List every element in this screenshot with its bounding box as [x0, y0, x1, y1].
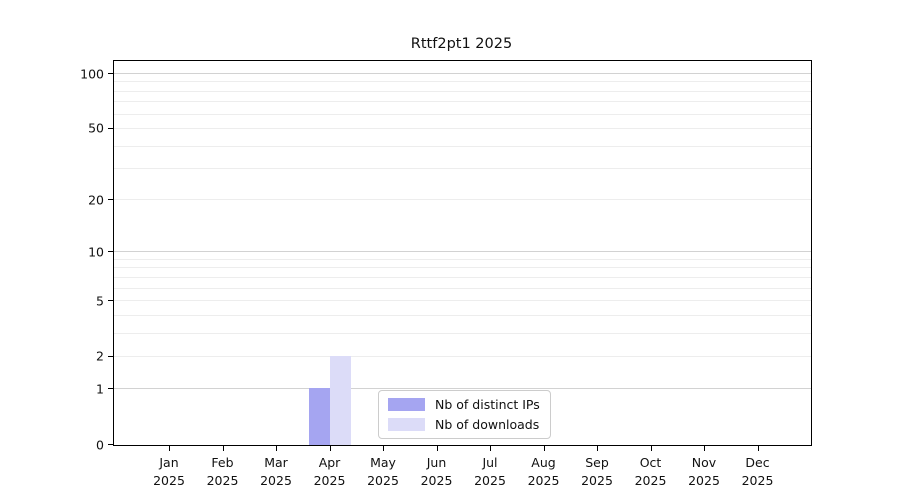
x-tick-label: May 2025 — [367, 455, 399, 488]
y-tick-label: 1 — [96, 381, 104, 397]
x-tick-mark — [597, 445, 599, 451]
y-tick-label: 5 — [96, 293, 104, 308]
y-tick-mark — [108, 444, 114, 446]
bar-nb-of-downloads-apr — [329, 355, 351, 445]
y-gridline-minor — [114, 287, 811, 289]
x-tick-mark — [757, 445, 759, 451]
x-tick-label: Aug 2025 — [527, 455, 560, 488]
x-tick-label: Jun 2025 — [420, 455, 453, 488]
y-gridline-minor — [114, 199, 811, 201]
y-gridline-major — [114, 388, 811, 390]
y-tick-label: 100 — [80, 66, 104, 81]
x-tick-label: Jan 2025 — [153, 455, 185, 488]
y-gridline-minor — [114, 332, 811, 334]
y-tick-label: 2 — [96, 348, 104, 364]
y-tick-label: 50 — [88, 120, 104, 136]
x-tick-mark — [276, 445, 278, 451]
x-tick-mark — [383, 445, 385, 451]
x-tick-label: Apr 2025 — [313, 455, 346, 488]
x-tick-label: Jul 2025 — [474, 455, 506, 488]
legend-row-distinct-ips: Nb of distinct IPs — [388, 397, 540, 412]
y-tick-mark — [108, 199, 114, 201]
x-tick-mark — [490, 445, 492, 451]
y-gridline-minor — [114, 90, 811, 92]
x-tick-label: Oct 2025 — [634, 455, 667, 488]
bar-nb-of-distinct-ips-apr — [308, 388, 330, 445]
y-gridline-minor — [114, 145, 811, 147]
y-gridline-minor — [114, 300, 811, 301]
y-gridline-minor — [114, 127, 811, 129]
x-tick-label: Dec 2025 — [741, 455, 774, 488]
y-tick-label: 20 — [88, 192, 104, 208]
x-tick-mark — [543, 445, 545, 451]
y-gridline-minor — [114, 276, 811, 278]
x-tick-label: Sep 2025 — [581, 455, 613, 488]
y-gridline-major — [114, 73, 811, 74]
chart-legend: Nb of distinct IPs Nb of downloads — [378, 390, 551, 439]
y-tick-mark — [108, 355, 114, 357]
x-tick-label: Feb 2025 — [206, 455, 239, 488]
y-gridline-minor — [114, 355, 811, 357]
x-tick-label: Mar 2025 — [260, 455, 292, 488]
y-gridline-minor — [114, 258, 811, 260]
y-tick-mark — [108, 127, 114, 130]
y-tick-label: 0 — [96, 437, 104, 452]
legend-row-downloads: Nb of downloads — [388, 417, 540, 432]
y-gridline-minor — [114, 81, 811, 83]
y-gridline-minor — [114, 167, 811, 169]
x-tick-mark — [704, 445, 706, 451]
y-tick-mark — [108, 73, 114, 75]
y-tick-label: 10 — [88, 244, 104, 260]
y-gridline-minor — [114, 113, 811, 115]
x-tick-mark — [222, 445, 224, 451]
y-gridline-major — [114, 251, 811, 253]
legend-label-distinct-ips: Nb of distinct IPs — [435, 397, 540, 412]
y-gridline-minor — [114, 267, 811, 269]
x-tick-mark — [650, 445, 652, 451]
x-tick-mark — [169, 445, 171, 451]
legend-label-downloads: Nb of downloads — [435, 417, 540, 432]
chart-title: Rttf2pt1 2025 — [410, 36, 513, 52]
x-tick-mark — [329, 445, 331, 451]
x-tick-mark — [436, 445, 438, 451]
x-tick-label: Nov 2025 — [688, 455, 720, 488]
y-gridline-minor — [114, 101, 811, 103]
legend-swatch-downloads — [388, 418, 425, 431]
y-tick-mark — [108, 300, 114, 302]
y-tick-mark — [108, 388, 114, 390]
y-gridline-minor — [114, 314, 811, 316]
y-tick-mark — [108, 251, 114, 253]
plot-area: 0 1 2 5 10 20 50 100 Jan 2025 Feb 2025 Mar 2025 Apr… — [80, 60, 812, 488]
legend-swatch-distinct-ips — [388, 398, 425, 411]
